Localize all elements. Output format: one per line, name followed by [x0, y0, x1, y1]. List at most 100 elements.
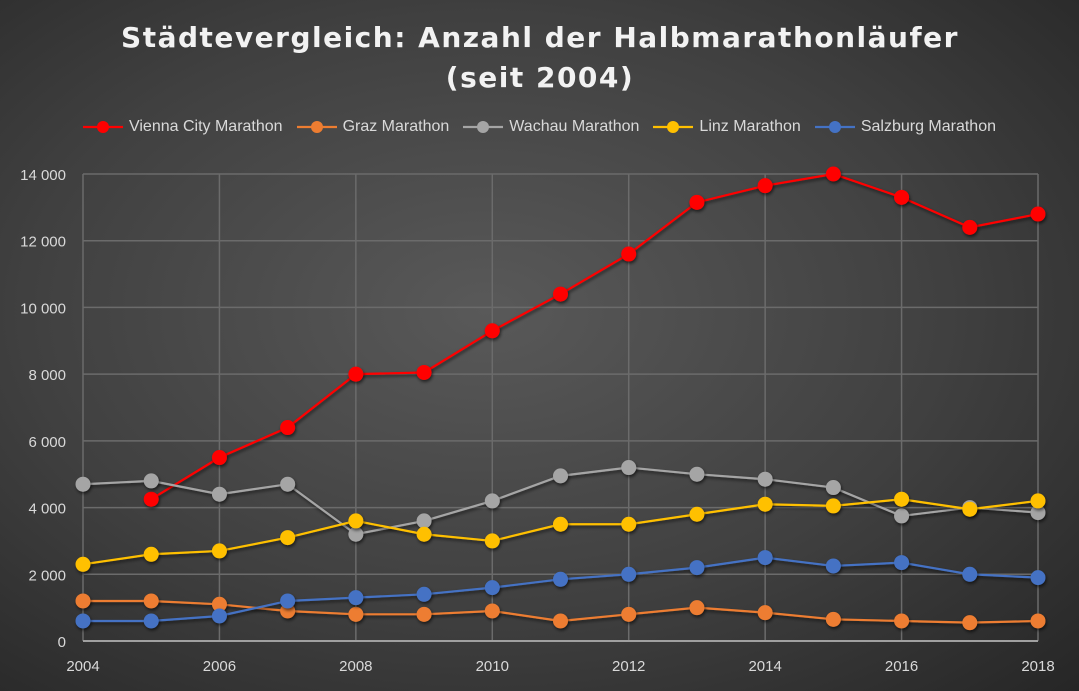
data-point-wachau-marathon	[211, 486, 227, 502]
y-tick-label: 8 000	[28, 367, 66, 384]
data-point-graz-marathon	[75, 593, 91, 609]
data-point-salzburg-marathon	[143, 613, 159, 629]
data-point-wachau-marathon	[75, 476, 91, 492]
data-point-salzburg-marathon	[757, 550, 773, 566]
data-point-linz-marathon	[484, 533, 500, 549]
legend: Vienna City Marathon Graz Marathon Wachau …	[0, 118, 1079, 136]
data-point-graz-marathon	[348, 606, 364, 622]
data-point-vienna-city-marathon	[757, 178, 773, 194]
data-point-graz-marathon	[1030, 613, 1046, 629]
data-point-wachau-marathon	[757, 471, 773, 487]
data-point-vienna-city-marathon	[416, 364, 432, 380]
data-point-salzburg-marathon	[1030, 570, 1046, 586]
legend-label: Linz Marathon	[699, 118, 801, 135]
data-point-salzburg-marathon	[621, 566, 637, 582]
data-point-salzburg-marathon	[825, 558, 841, 574]
data-point-linz-marathon	[962, 501, 978, 517]
data-point-salzburg-marathon	[689, 560, 705, 576]
data-point-salzburg-marathon	[211, 608, 227, 624]
x-tick-label: 2018	[1021, 658, 1054, 675]
series-line-vienna-city-marathon	[150, 172, 1039, 501]
data-point-salzburg-marathon	[894, 555, 910, 571]
x-tick-label: 2016	[885, 658, 918, 675]
data-point-salzburg-marathon	[280, 593, 296, 609]
data-point-linz-marathon	[75, 556, 91, 572]
data-point-vienna-city-marathon	[1030, 206, 1046, 222]
data-point-wachau-marathon	[689, 466, 705, 482]
data-point-wachau-marathon	[621, 460, 637, 476]
data-point-wachau-marathon	[143, 473, 159, 489]
x-tick-label: 2006	[203, 658, 236, 675]
data-point-linz-marathon	[689, 506, 705, 522]
data-point-linz-marathon	[1030, 493, 1046, 509]
data-point-graz-marathon	[825, 611, 841, 627]
data-point-linz-marathon	[348, 513, 364, 529]
x-tick-label: 2008	[339, 658, 372, 675]
data-point-graz-marathon	[962, 615, 978, 631]
legend-item-salzburg-marathon: Salzburg Marathon	[814, 118, 996, 136]
data-point-linz-marathon	[416, 526, 432, 542]
y-tick-label: 14 000	[20, 167, 66, 184]
data-point-vienna-city-marathon	[825, 166, 841, 182]
data-point-vienna-city-marathon	[211, 450, 227, 466]
data-point-vienna-city-marathon	[689, 194, 705, 210]
data-point-linz-marathon	[211, 543, 227, 559]
legend-item-vienna-city-marathon: Vienna City Marathon	[82, 118, 283, 136]
data-point-vienna-city-marathon	[280, 420, 296, 436]
data-point-salzburg-marathon	[553, 571, 568, 587]
data-point-wachau-marathon	[1030, 505, 1046, 521]
data-point-graz-marathon	[553, 613, 568, 629]
data-point-linz-marathon	[825, 498, 841, 514]
y-tick-label: 12 000	[20, 234, 66, 251]
data-point-salzburg-marathon	[416, 586, 432, 602]
data-point-vienna-city-marathon	[894, 189, 910, 205]
x-tick-label: 2012	[612, 658, 645, 675]
data-point-graz-marathon	[621, 606, 637, 622]
data-point-salzburg-marathon	[484, 580, 500, 596]
data-point-vienna-city-marathon	[962, 219, 978, 235]
data-point-graz-marathon	[894, 613, 910, 629]
data-point-linz-marathon	[621, 516, 637, 532]
data-point-wachau-marathon	[825, 480, 841, 496]
legend-marker-icon	[296, 121, 337, 133]
data-point-linz-marathon	[280, 530, 296, 546]
data-point-wachau-marathon	[553, 468, 568, 484]
data-point-graz-marathon	[689, 600, 705, 616]
legend-label: Vienna City Marathon	[128, 118, 283, 135]
data-point-linz-marathon	[553, 516, 568, 532]
legend-label: Wachau Marathon	[509, 118, 640, 135]
y-tick-label: 0	[58, 634, 66, 651]
data-point-graz-marathon	[416, 606, 432, 622]
data-point-vienna-city-marathon	[143, 491, 159, 507]
data-point-linz-marathon	[143, 546, 159, 562]
legend-item-wachau-marathon: Wachau Marathon	[463, 118, 639, 136]
y-tick-label: 4 000	[28, 501, 66, 518]
legend-marker-icon	[82, 121, 123, 133]
data-point-vienna-city-marathon	[348, 366, 364, 382]
series-line-linz-marathon	[82, 498, 1039, 566]
legend-label: Salzburg Marathon	[860, 118, 996, 135]
data-point-graz-marathon	[211, 596, 227, 612]
data-point-graz-marathon	[757, 605, 773, 621]
data-point-graz-marathon	[143, 593, 159, 609]
legend-item-graz-marathon: Graz Marathon	[296, 118, 450, 136]
data-point-graz-marathon	[484, 603, 500, 619]
y-tick-label: 10 000	[20, 300, 66, 317]
x-tick-label: 2010	[476, 658, 509, 675]
data-point-wachau-marathon	[894, 508, 910, 524]
data-point-salzburg-marathon	[348, 590, 364, 606]
data-point-wachau-marathon	[348, 526, 364, 542]
y-tick-label: 6 000	[28, 434, 66, 451]
legend-marker-icon	[653, 121, 694, 133]
data-point-salzburg-marathon	[962, 566, 978, 582]
legend-label: Graz Marathon	[342, 118, 450, 135]
data-point-wachau-marathon	[416, 513, 432, 529]
data-point-linz-marathon	[894, 491, 910, 507]
y-tick-label: 2 000	[28, 567, 66, 584]
data-point-linz-marathon	[757, 496, 773, 512]
x-tick-label: 2004	[66, 658, 99, 675]
data-point-wachau-marathon	[484, 493, 500, 509]
legend-marker-icon	[463, 121, 504, 133]
legend-marker-icon	[814, 121, 855, 133]
